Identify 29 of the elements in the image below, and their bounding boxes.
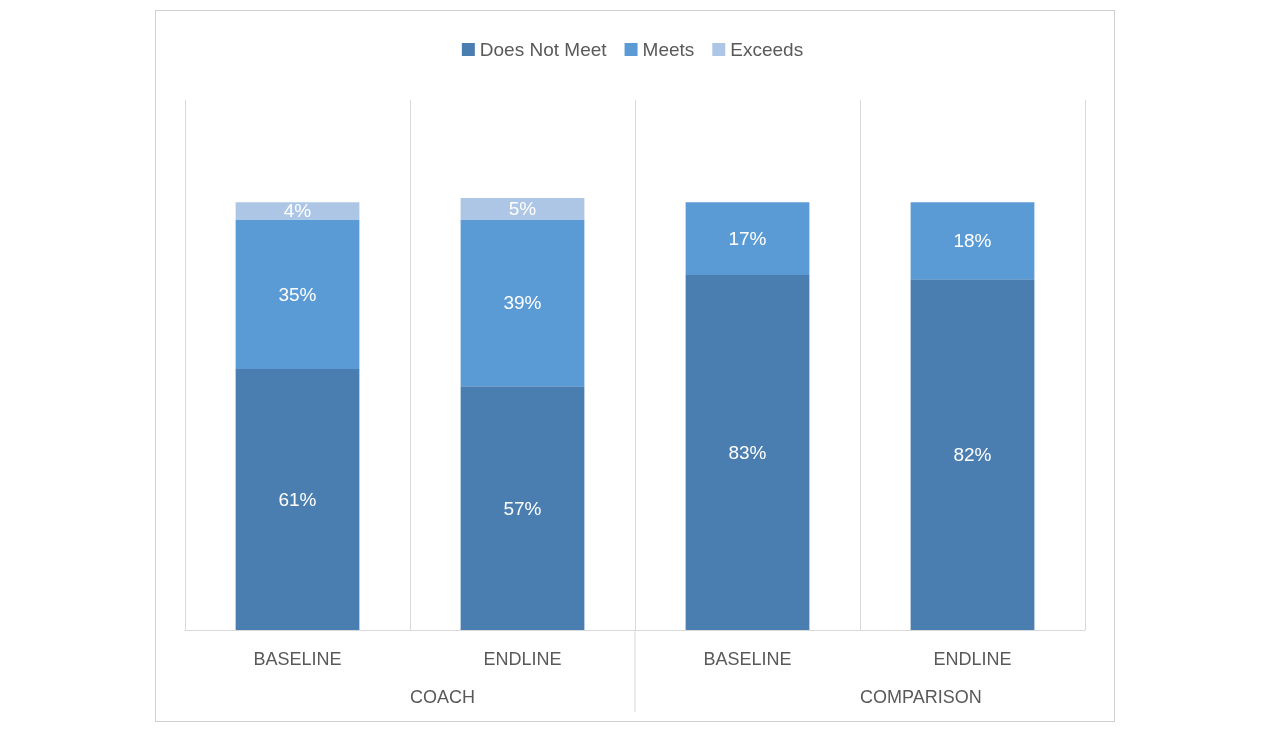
bar — [685, 275, 810, 630]
text: COACH — [409, 687, 476, 707]
bar — [685, 202, 810, 276]
x-tick-label: BASELINE — [253, 649, 342, 669]
bar — [235, 202, 360, 220]
bar — [460, 386, 585, 630]
bar — [910, 202, 1035, 280]
bar — [460, 198, 585, 220]
legend-label: Does Not Meet — [479, 39, 608, 60]
data-label: 5% — [508, 198, 537, 220]
data-label: 39% — [503, 292, 542, 314]
data-label: 83% — [728, 442, 767, 464]
data-label: 61% — [278, 489, 317, 511]
data-label: 17% — [728, 228, 767, 250]
bar — [460, 219, 585, 387]
data-label: 4% — [283, 200, 312, 222]
legend-label: Meets — [642, 39, 695, 60]
data-label: 82% — [953, 444, 992, 466]
bar — [235, 219, 360, 370]
legend-label: Exceeds — [730, 39, 804, 60]
data-label: 57% — [503, 497, 542, 519]
text: COMPARISON — [859, 687, 982, 707]
bar — [910, 279, 1035, 630]
data-label: 18% — [953, 230, 992, 252]
data-label: 35% — [278, 283, 317, 305]
x-tick-label: BASELINE — [703, 649, 792, 669]
bar — [235, 369, 360, 630]
x-tick-label: ENDLINE — [933, 649, 1012, 669]
x-tick-label: ENDLINE — [483, 649, 562, 669]
